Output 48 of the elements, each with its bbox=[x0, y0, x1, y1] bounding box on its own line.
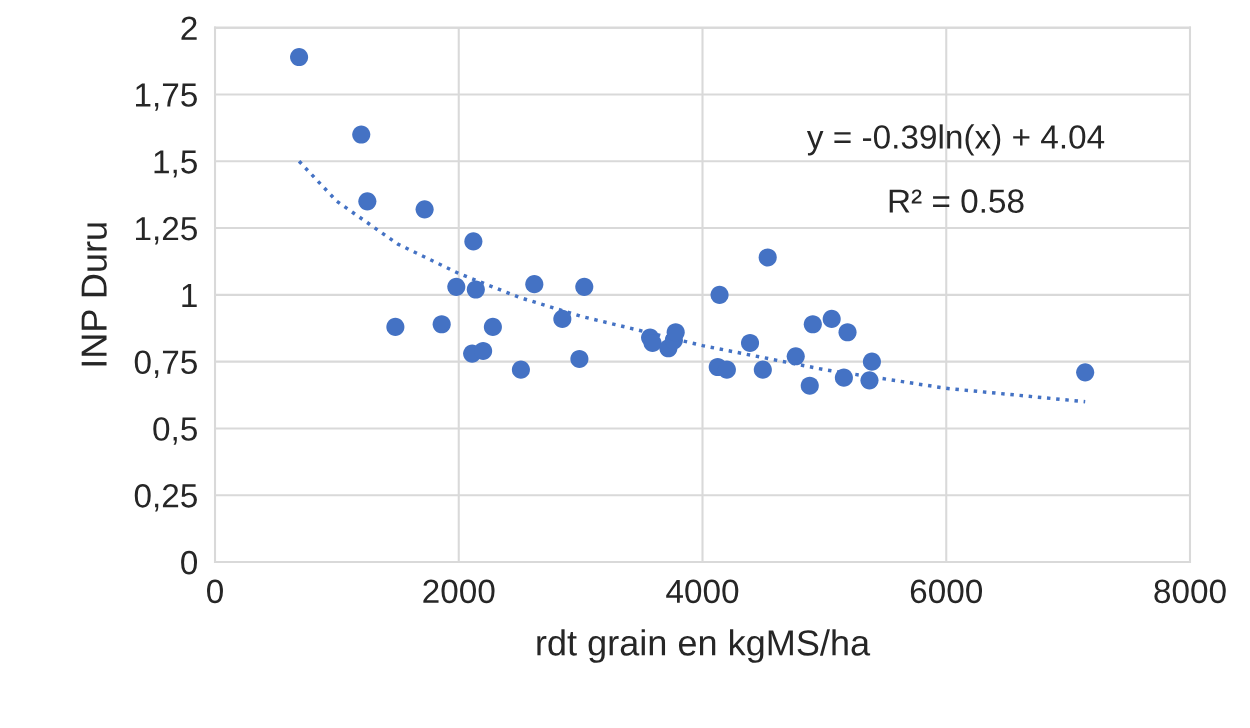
point bbox=[570, 349, 589, 369]
y-tick-label: 1,25 bbox=[136, 216, 197, 245]
point bbox=[483, 317, 502, 336]
y-tick-label: 0 bbox=[181, 550, 198, 575]
y-tick-label: 1,75 bbox=[136, 83, 197, 111]
point bbox=[710, 285, 729, 304]
line-series bbox=[297, 159, 1087, 404]
point bbox=[575, 277, 594, 296]
y-axis-title: INP Duru bbox=[81, 223, 107, 366]
point bbox=[740, 333, 760, 352]
x-axis-title: rdt grain en kgMS/ha bbox=[537, 629, 871, 663]
point bbox=[432, 315, 451, 334]
y-tick-label: 0,5 bbox=[153, 417, 197, 445]
point bbox=[553, 309, 572, 328]
point bbox=[834, 368, 853, 387]
point bbox=[511, 360, 530, 379]
point bbox=[862, 352, 881, 371]
annotation: y = -0.39ln(x) + 4.04 bbox=[806, 124, 1105, 156]
point bbox=[474, 341, 493, 360]
y-tick-label: 1 bbox=[182, 283, 197, 307]
point bbox=[352, 125, 371, 144]
x-tick-label: 2000 bbox=[423, 579, 495, 604]
point bbox=[822, 309, 841, 328]
annotation: R² = 0.58 bbox=[889, 189, 1024, 213]
y-tick-label: 2 bbox=[181, 16, 197, 40]
y-tick-label: 1,5 bbox=[154, 150, 197, 178]
point bbox=[860, 371, 879, 390]
x-tick-label: 4000 bbox=[666, 579, 739, 604]
x-tick-label: 6000 bbox=[910, 579, 983, 604]
point bbox=[838, 323, 857, 342]
point bbox=[358, 192, 377, 211]
point bbox=[466, 280, 485, 299]
point bbox=[786, 347, 805, 366]
point bbox=[1076, 363, 1095, 382]
point bbox=[800, 376, 819, 395]
point bbox=[447, 277, 466, 296]
y-tick-label: 0,25 bbox=[134, 484, 197, 512]
point bbox=[415, 200, 434, 219]
point bbox=[464, 232, 483, 251]
point bbox=[753, 360, 772, 379]
point bbox=[803, 315, 822, 334]
x-tick-label: 8000 bbox=[1154, 579, 1226, 604]
point bbox=[525, 275, 544, 294]
point bbox=[758, 248, 777, 267]
x-tick-label: 0 bbox=[207, 579, 223, 604]
y-tick-label: 0,75 bbox=[134, 350, 197, 378]
point bbox=[290, 48, 309, 67]
point bbox=[386, 317, 405, 336]
